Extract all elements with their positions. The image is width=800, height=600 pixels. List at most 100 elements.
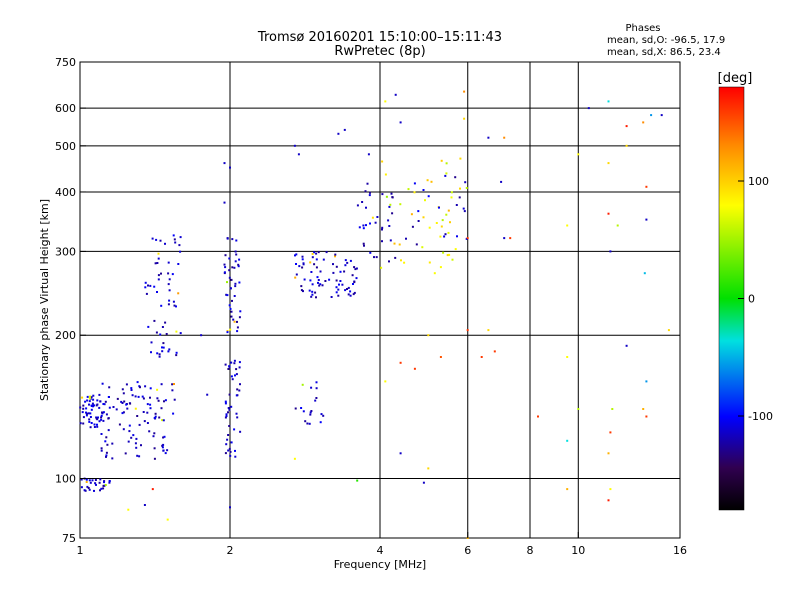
data-point [238, 389, 241, 392]
data-point [616, 224, 619, 227]
data-point [237, 263, 240, 266]
data-point [366, 182, 369, 185]
data-point [144, 385, 147, 388]
data-point [163, 435, 166, 438]
data-point [166, 449, 169, 452]
data-point [100, 447, 103, 450]
data-point [356, 204, 359, 207]
data-point [160, 383, 163, 386]
data-point [231, 266, 234, 269]
data-point [85, 478, 88, 481]
data-point [353, 291, 356, 294]
data-point [140, 444, 142, 447]
data-point [238, 258, 241, 261]
data-point [354, 268, 357, 271]
data-point [304, 420, 307, 423]
data-point [458, 196, 461, 199]
data-point [293, 457, 296, 460]
data-point [154, 412, 157, 415]
data-point [463, 117, 466, 120]
data-point [179, 236, 182, 239]
data-point [158, 353, 161, 356]
data-point [164, 399, 167, 402]
data-point [100, 449, 103, 452]
data-point [90, 404, 93, 407]
data-point [175, 305, 177, 308]
data-point [149, 396, 151, 399]
data-point [178, 244, 181, 247]
data-point [85, 481, 88, 483]
data-point [454, 248, 457, 251]
data-point [151, 237, 154, 240]
data-point [455, 204, 458, 206]
data-point [229, 287, 232, 290]
data-point [353, 281, 356, 284]
data-point [324, 280, 327, 282]
data-point [487, 329, 490, 332]
data-point [98, 481, 101, 484]
data-point [147, 284, 149, 287]
data-point [167, 272, 170, 275]
data-point [337, 132, 340, 135]
data-point [156, 291, 158, 293]
data-point [388, 205, 391, 208]
data-point [146, 411, 149, 414]
data-point [411, 225, 414, 228]
y-tick-label: 600 [55, 102, 76, 115]
data-point [388, 225, 391, 227]
data-point [238, 366, 241, 369]
data-point [239, 430, 242, 433]
data-point [417, 220, 420, 222]
data-point [335, 265, 338, 268]
data-point [317, 281, 319, 284]
data-point [156, 262, 159, 264]
data-point [344, 264, 347, 267]
data-point [421, 246, 424, 249]
data-point [153, 285, 156, 288]
data-point [394, 256, 397, 259]
data-point [459, 187, 461, 190]
data-point [389, 203, 392, 206]
data-point [91, 479, 94, 482]
data-point [138, 455, 141, 458]
data-point [124, 452, 127, 455]
data-point [407, 188, 410, 191]
data-point [125, 403, 128, 406]
data-point [325, 251, 328, 254]
data-point [400, 259, 402, 262]
data-point [97, 416, 99, 419]
data-point [337, 288, 340, 291]
data-point [393, 242, 396, 245]
data-point [352, 283, 354, 285]
data-point [108, 386, 111, 389]
data-point [427, 334, 430, 337]
data-point [300, 289, 303, 292]
data-point [79, 422, 82, 425]
data-point [235, 368, 238, 371]
data-point [80, 486, 83, 489]
data-point [308, 422, 311, 425]
data-point [128, 424, 131, 427]
data-point [236, 416, 239, 419]
data-point [92, 394, 95, 397]
data-point [173, 383, 175, 385]
colorbar-tick-label: 0 [748, 293, 755, 306]
data-point [315, 258, 318, 261]
data-point [161, 346, 163, 349]
data-point [351, 274, 354, 277]
data-point [230, 315, 233, 318]
y-axis-ticks: 75 100 200 300 400 500 600 750 [55, 56, 86, 545]
data-point [587, 107, 590, 110]
data-point [227, 407, 230, 409]
data-point [131, 394, 134, 397]
data-point [438, 206, 440, 209]
data-point [301, 266, 304, 269]
data-point [309, 279, 312, 282]
data-point [625, 125, 628, 128]
data-point [223, 271, 226, 274]
data-point [156, 352, 159, 355]
data-point [294, 276, 297, 279]
data-point [364, 190, 367, 193]
data-point [625, 344, 628, 347]
data-point [230, 361, 233, 364]
